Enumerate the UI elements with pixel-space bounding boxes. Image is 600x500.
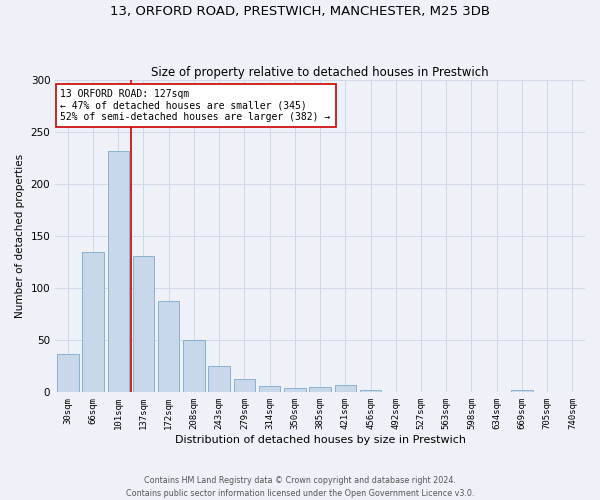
Bar [133,256,154,392]
Bar [259,386,280,392]
Y-axis label: Number of detached properties: Number of detached properties [15,154,25,318]
Text: 13 ORFORD ROAD: 127sqm
← 47% of detached houses are smaller (345)
52% of semi-de: 13 ORFORD ROAD: 127sqm ← 47% of detached… [61,89,331,122]
Bar [57,354,79,393]
Bar [208,366,230,392]
Bar [335,385,356,392]
Bar [233,379,255,392]
Bar [284,388,305,392]
Bar [158,300,179,392]
Bar [183,340,205,392]
Bar [360,390,381,392]
Bar [310,387,331,392]
Title: Size of property relative to detached houses in Prestwich: Size of property relative to detached ho… [151,66,489,78]
Bar [82,252,104,392]
Bar [511,390,533,392]
Bar [107,150,129,392]
Text: Contains HM Land Registry data © Crown copyright and database right 2024.
Contai: Contains HM Land Registry data © Crown c… [126,476,474,498]
X-axis label: Distribution of detached houses by size in Prestwich: Distribution of detached houses by size … [175,435,466,445]
Text: 13, ORFORD ROAD, PRESTWICH, MANCHESTER, M25 3DB: 13, ORFORD ROAD, PRESTWICH, MANCHESTER, … [110,5,490,18]
